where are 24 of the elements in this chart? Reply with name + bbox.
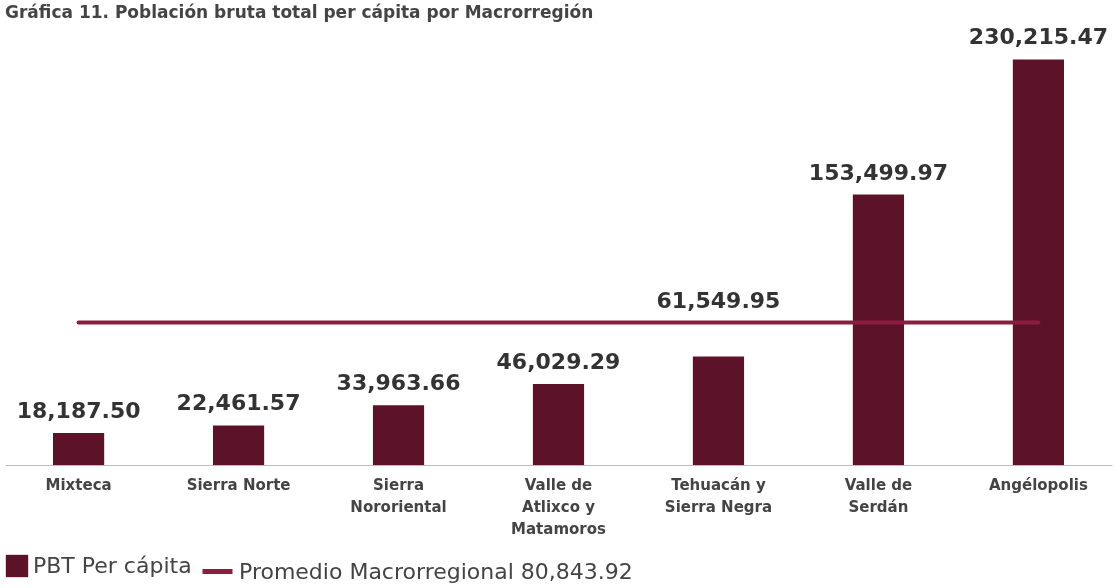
legend-label: PBT Per cápita xyxy=(33,553,192,578)
x-tick-label: Valle de Atlixco y Matamoros xyxy=(511,475,607,538)
bar xyxy=(852,194,905,465)
x-tick-label: Tehuacán y Sierra Negra xyxy=(664,475,773,516)
bar xyxy=(212,425,265,465)
x-tick-label: Sierra Norte xyxy=(186,475,291,494)
data-label: 33,963.66 xyxy=(336,370,461,396)
data-label: 18,187.50 xyxy=(16,397,141,423)
legend-label: Promedio Macrorregional 80,843.92 xyxy=(239,558,633,584)
x-tick-label: Angélopolis xyxy=(988,475,1088,494)
x-tick-label: Mixteca xyxy=(45,475,112,494)
chart-title: Gráfica 11. Población bruta total per cápita por Macrorregión xyxy=(5,2,594,23)
x-tick-label: Sierra Nororiental xyxy=(350,475,447,516)
bar xyxy=(532,383,585,465)
bar xyxy=(692,356,745,465)
data-label: 46,029.29 xyxy=(496,348,621,374)
x-tick-label: Valle de Serdán xyxy=(844,475,913,516)
data-label: 61,549.95 xyxy=(656,287,781,313)
data-label: 230,215.47 xyxy=(968,24,1109,50)
bar xyxy=(372,405,425,465)
bar xyxy=(52,432,105,465)
data-label: 22,461.57 xyxy=(176,390,301,416)
data-label: 153,499.97 xyxy=(808,159,949,185)
bar xyxy=(1012,59,1065,465)
